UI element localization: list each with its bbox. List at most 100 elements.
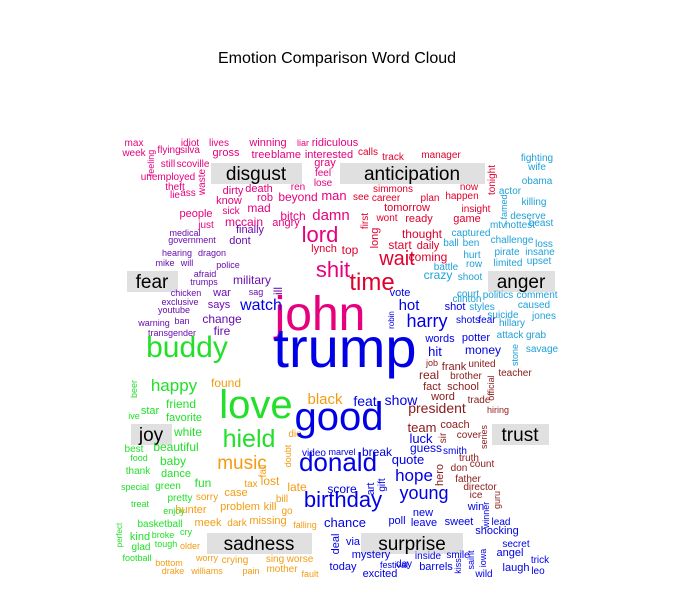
word-doubt: doubt	[283, 444, 293, 467]
word-young: young	[399, 483, 448, 503]
word-ready: ready	[405, 213, 433, 225]
group-label-fear: fear	[136, 272, 169, 293]
word-leave: leave	[411, 517, 437, 529]
word-captured: captured	[452, 228, 491, 239]
word-shit: shit	[316, 257, 350, 282]
word-watch: watch	[239, 297, 282, 314]
word-green: green	[155, 481, 181, 492]
word-sick: sick	[222, 206, 240, 217]
word-mike: mike	[155, 258, 174, 268]
word-best: best	[125, 444, 144, 455]
word-love: love	[219, 383, 292, 427]
word-police: police	[216, 260, 240, 270]
word-man: man	[321, 188, 346, 203]
word-go: go	[281, 506, 293, 517]
word-coach: coach	[440, 419, 469, 431]
word-gross: gross	[213, 147, 240, 159]
word-hunter: hunter	[175, 504, 207, 516]
word-just: just	[197, 220, 214, 231]
word-lead: lead	[492, 517, 511, 528]
word-insane: insane	[525, 247, 555, 258]
word-fear: fear	[478, 315, 496, 326]
word-court: court	[457, 289, 479, 300]
word-trade: trade	[468, 395, 491, 406]
word-don: don	[451, 463, 468, 474]
word-blame: blame	[271, 149, 301, 161]
word-chicken: chicken	[171, 288, 202, 298]
word-death: death	[245, 183, 273, 195]
word-director: director	[463, 482, 497, 493]
word-official: official	[486, 375, 496, 400]
word-cry: cry	[180, 527, 192, 537]
word-change: change	[202, 312, 242, 326]
word-exclusive: exclusive	[161, 297, 198, 307]
word-daily: daily	[417, 240, 440, 252]
word-battle: battle	[434, 262, 459, 273]
word-found: found	[211, 376, 241, 390]
word-festival: festival	[380, 560, 408, 570]
word-count: count	[470, 459, 495, 470]
label-box-fear	[127, 271, 178, 292]
word-wont: wont	[375, 213, 397, 224]
label-group-disgust: disgust	[211, 163, 302, 185]
word-transgender: transgender	[148, 328, 196, 338]
word-kind: kind	[130, 531, 150, 543]
word-afraid: afraid	[194, 269, 217, 279]
word-fall: fall	[258, 465, 269, 478]
word-mad: mad	[247, 201, 270, 215]
word-people: people	[179, 208, 212, 220]
word-angel: angel	[497, 547, 524, 559]
word-ben: ben	[463, 238, 480, 249]
word-lost: lost	[261, 474, 280, 488]
word-hiring: hiring	[487, 405, 509, 415]
word-challenge: challenge	[491, 235, 534, 246]
word-guess: guess	[410, 441, 442, 455]
label-box-anticipation	[340, 163, 485, 184]
word-hot: hot	[399, 297, 421, 314]
word-plan: plan	[421, 193, 440, 204]
word-president: president	[408, 400, 466, 416]
word-today: today	[330, 561, 357, 573]
label-box-sadness	[207, 533, 312, 554]
word-mtv: mtv	[490, 220, 506, 231]
word-sing: sing	[266, 554, 284, 565]
word-enjoy: enjoy	[163, 506, 185, 516]
word-basketball: basketball	[137, 519, 182, 530]
group-label-trust: trust	[502, 425, 540, 446]
word-dirty: dirty	[223, 185, 244, 197]
word-money: money	[465, 343, 501, 357]
word-kill: kill	[264, 501, 277, 513]
word-ban: ban	[174, 316, 189, 326]
word-politics: politics	[483, 290, 514, 301]
label-group-anticipation: anticipation	[340, 163, 485, 185]
word-smile: smile	[446, 550, 470, 561]
word-hearing: hearing	[162, 248, 192, 258]
word-broke: broke	[152, 530, 175, 540]
word-shoot: shoot	[458, 272, 483, 283]
word-tomorrow: tomorrow	[384, 202, 430, 214]
word-father: father	[455, 474, 481, 485]
word-dark: dark	[227, 518, 247, 529]
word-drake: drake	[162, 566, 185, 576]
word-star: star	[141, 405, 160, 417]
word-jones: jones	[531, 311, 556, 322]
word-favorite: favorite	[166, 412, 202, 424]
word-dance: dance	[161, 468, 191, 480]
word-shot: shot	[445, 301, 466, 313]
word-coming: coming	[409, 250, 448, 264]
word-kiss: kiss	[453, 558, 463, 574]
word-deal: deal	[330, 534, 342, 555]
word-top: top	[342, 243, 359, 257]
word-vote: vote	[390, 287, 411, 299]
group-label-anticipation: anticipation	[364, 164, 460, 185]
word-ass: ass	[180, 188, 196, 199]
word-warning: warning	[137, 318, 170, 328]
word-guru: guru	[492, 491, 502, 509]
word-poll: poll	[388, 515, 405, 527]
word-good: good	[295, 395, 384, 439]
word-late: late	[287, 480, 307, 494]
word-united: united	[468, 359, 495, 370]
word-fighting: fighting	[521, 153, 553, 164]
word-idiot: idiot	[181, 138, 200, 149]
